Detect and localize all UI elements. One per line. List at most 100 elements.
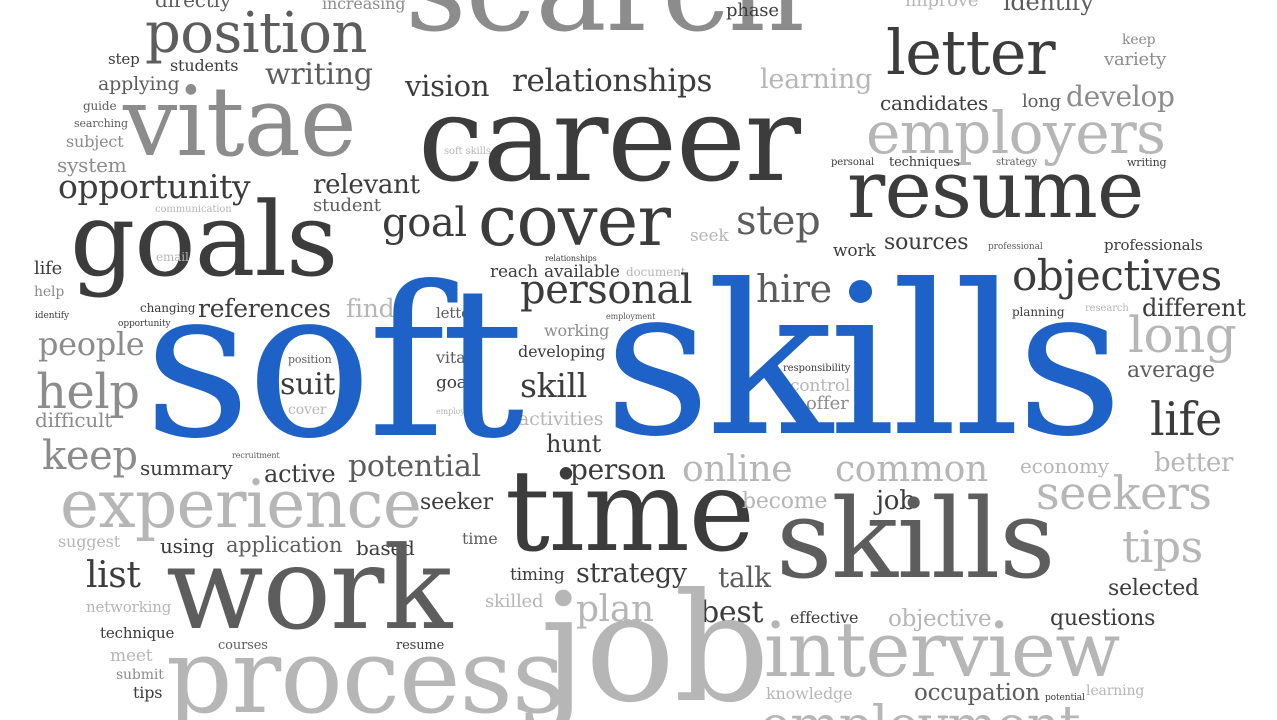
word-techniques: techniques (889, 155, 960, 170)
word-variety: variety (1104, 49, 1167, 70)
word-help-small: help (34, 284, 65, 300)
word-using: using (160, 534, 215, 558)
word-cover: cover (478, 180, 671, 262)
word-plan: plan (576, 589, 654, 630)
word-opportunity-small: opportunity (118, 319, 171, 329)
word-occupation: occupation (914, 680, 1040, 706)
word-life-small: life (34, 258, 63, 279)
word-sources: sources (884, 230, 969, 255)
word-potential-small: potential (1045, 693, 1085, 703)
word-applying: applying (98, 73, 180, 95)
word-changing: changing (140, 301, 196, 315)
word-job-small: job (876, 486, 916, 516)
word-develop: develop (1066, 80, 1175, 113)
word-knowledge: knowledge (766, 684, 853, 703)
word-letter: letter (886, 16, 1056, 89)
word-soft-skills: soft skills (444, 146, 491, 157)
word-learning-small: learning (1086, 683, 1145, 699)
word-strategy-small: strategy (996, 157, 1038, 168)
word-students: students (170, 56, 239, 75)
word-directly: directly (155, 0, 231, 12)
word-reach: reach (490, 262, 538, 282)
word-document: document (626, 265, 686, 279)
word-identify-small: identify (35, 311, 69, 321)
word-job: job (540, 562, 770, 720)
word-offer: offer (806, 393, 849, 414)
word-keep-small: keep (1122, 32, 1156, 48)
word-relationships: relationships (512, 63, 713, 99)
word-online: online (682, 449, 793, 490)
word-hunt: hunt (546, 430, 602, 458)
word-timing: timing (510, 565, 565, 585)
word-learning: learning (760, 64, 873, 95)
word-skill: skill (520, 366, 587, 405)
word-skilled: skilled (485, 591, 544, 612)
word-tips: tips (1122, 522, 1203, 573)
word-tips-small: tips (133, 683, 163, 702)
word-employment: employment (760, 700, 1080, 720)
word-talk: talk (718, 561, 771, 594)
word-planning: planning (1012, 305, 1065, 319)
word-meet: meet (110, 646, 153, 666)
word-subject: subject (66, 132, 124, 151)
word-hire: hire (756, 267, 832, 311)
word-suit: suit (280, 367, 336, 402)
word-strategy: strategy (576, 558, 687, 589)
word-difficult: difficult (35, 408, 113, 432)
word-goals-small: goals (436, 373, 481, 393)
word-relevant: relevant (313, 170, 420, 200)
word-personal-small: personal (831, 157, 875, 168)
word-long: long (1128, 306, 1237, 364)
word-objectives: objectives (1012, 251, 1222, 300)
word-become: become (742, 489, 828, 514)
word-employment-small: employment (606, 312, 656, 321)
word-opportunity: opportunity (58, 167, 251, 206)
word-work: work (166, 522, 452, 655)
word-process: process (166, 615, 565, 720)
word-guide: guide (83, 99, 117, 113)
word-technique: technique (100, 624, 175, 642)
word-time: time (505, 447, 755, 577)
word-selected: selected (1108, 576, 1199, 601)
word-seek: seek (690, 226, 729, 246)
word-candidates: candidates (880, 91, 989, 115)
word-active: active (264, 460, 336, 488)
word-search: search (405, 0, 805, 50)
word-career: career (418, 70, 801, 208)
word-working: working (544, 321, 610, 340)
word-submit: submit (116, 667, 164, 683)
word-help: help (36, 364, 140, 420)
word-list: list (86, 555, 141, 596)
word-professional: professional (988, 242, 1043, 252)
word-questions: questions (1050, 606, 1156, 631)
word-long-small: long (1022, 91, 1061, 112)
word-available: available (544, 262, 620, 282)
word-goals: goals (70, 181, 338, 300)
word-position: position (145, 1, 367, 66)
word-phase: phase (726, 0, 779, 21)
word-seekers: seekers (1036, 466, 1212, 520)
word-control: control (790, 376, 851, 396)
word-writing: writing (265, 57, 373, 92)
word-average: average (1127, 358, 1215, 383)
word-keep: keep (42, 433, 138, 479)
word-people: people (38, 325, 145, 363)
word-common: common (835, 449, 988, 490)
word-communication: communication (155, 204, 232, 215)
word-step: step (736, 198, 821, 244)
word-student: student (313, 195, 381, 216)
word-seeker: seeker (420, 490, 493, 515)
word-research: research (1085, 303, 1129, 314)
word-application: application (226, 533, 343, 557)
word-suggest: suggest (58, 532, 120, 551)
word-developing: developing (518, 342, 606, 361)
word-employers-small: employers (436, 407, 478, 416)
word-letter-small: letter (436, 304, 477, 322)
word-summary: summary (140, 456, 233, 480)
word-references: references (198, 294, 331, 323)
word-activities: activities (518, 408, 604, 430)
word-resume: resume (847, 143, 1144, 236)
word-different: different (1142, 294, 1246, 322)
word-writing-small: writing (1127, 156, 1167, 169)
